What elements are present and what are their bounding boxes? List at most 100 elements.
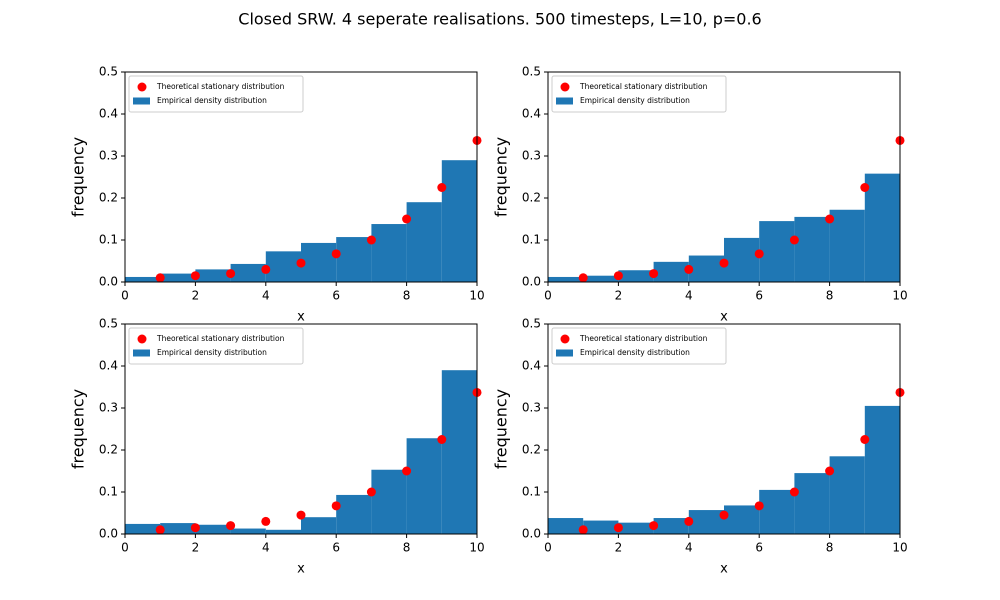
axes-frame: [124, 323, 478, 535]
scatter-point: [578, 273, 588, 283]
y-tick-label: 0.5: [99, 65, 118, 79]
histogram-bar: [195, 524, 231, 534]
legend-box: [128, 75, 304, 113]
histogram-bar: [688, 510, 724, 534]
histogram-bar: [829, 456, 865, 534]
legend-box: [551, 75, 727, 113]
histogram-bar: [230, 528, 266, 534]
y-tick-label: 0.1: [522, 233, 541, 247]
x-tick-label: 8: [826, 541, 834, 555]
histogram-bar: [618, 270, 654, 282]
scatter-point: [860, 435, 870, 444]
scatter-point: [366, 235, 376, 245]
scatter-point: [437, 435, 447, 444]
x-tick-label: 8: [403, 541, 411, 555]
x-tick-label: 4: [685, 289, 693, 303]
subplot: 0 2 4 6 8 10 0.0 0.1 0.2 0.3 0.4 0.5 x frequency Theor…: [492, 65, 908, 325]
histogram-bar: [125, 276, 161, 282]
x-tick-label: 6: [332, 541, 340, 555]
scatter-point: [402, 214, 412, 224]
x-tick-label: 0: [544, 289, 552, 303]
histogram-bar: [829, 209, 865, 282]
x-tick-label: 0: [544, 541, 552, 555]
histogram-bar: [301, 517, 337, 534]
y-tick-label: 0.0: [522, 275, 541, 289]
legend-label: Theoretical stationary distribution: [579, 334, 708, 343]
histogram-bar: [301, 242, 337, 282]
y-tick-label: 0.0: [522, 527, 541, 541]
histogram-bar: [336, 494, 372, 534]
scatter-point: [754, 501, 764, 511]
histogram-bar: [371, 224, 407, 282]
scatter-point: [261, 264, 271, 274]
scatter-point: [719, 510, 729, 520]
y-tick-label: 0.3: [99, 401, 118, 415]
legend-swatch: [133, 97, 150, 105]
histogram-bar: [548, 518, 584, 534]
x-tick-label: 6: [755, 541, 763, 555]
y-tick-label: 0.1: [99, 233, 118, 247]
histogram-bar: [406, 202, 442, 282]
scatter-point: [261, 516, 271, 526]
x-tick-label: 2: [615, 541, 623, 555]
histogram-bar: [230, 263, 266, 282]
histogram-bar: [794, 473, 830, 534]
histogram-bar: [441, 370, 477, 534]
y-axis-label: frequency: [492, 389, 511, 469]
y-tick-label: 0.3: [522, 149, 541, 163]
y-tick-label: 0.2: [522, 443, 541, 457]
x-tick-label: 4: [685, 541, 693, 555]
histogram-bar: [724, 237, 760, 282]
x-tick-label: 2: [615, 289, 623, 303]
legend-box: [551, 327, 727, 365]
y-tick-label: 0.4: [522, 107, 541, 121]
subplot: 0 2 4 6 8 10 0.0 0.1 0.2 0.3 0.4 0.5 x frequency Theor…: [492, 317, 908, 577]
y-tick-label: 0.3: [522, 401, 541, 415]
histogram-bar: [864, 173, 900, 282]
legend-box: [128, 327, 304, 365]
legend-label: Empirical density distribution: [157, 348, 267, 357]
histogram-bar: [265, 529, 301, 534]
scatter-point: [155, 273, 165, 283]
x-tick-label: 4: [262, 289, 270, 303]
scatter-point: [613, 271, 623, 281]
scatter-point: [578, 525, 588, 535]
histogram-bar: [653, 518, 689, 534]
scatter-point: [825, 214, 835, 224]
scatter-point: [155, 525, 165, 535]
legend-label: Theoretical stationary distribution: [156, 82, 285, 91]
x-axis-label: x: [720, 310, 728, 325]
axes-frame: [124, 71, 478, 283]
histogram-bar: [160, 273, 196, 282]
x-tick-label: 6: [755, 289, 763, 303]
y-tick-label: 0.2: [99, 443, 118, 457]
x-tick-label: 8: [403, 289, 411, 303]
histogram-bar: [724, 505, 760, 534]
x-tick-label: 4: [262, 541, 270, 555]
histogram-bar: [759, 489, 795, 534]
histogram-bar: [794, 216, 830, 282]
legend-swatch: [556, 97, 573, 105]
histogram-bar: [160, 523, 196, 534]
histogram-bar: [441, 160, 477, 282]
y-tick-label: 0.5: [522, 317, 541, 331]
subplot: 0 2 4 6 8 10 0.0 0.1 0.2 0.3 0.4 0.5 x frequency Theor…: [69, 65, 485, 325]
scatter-point: [684, 264, 694, 274]
y-tick-label: 0.1: [99, 485, 118, 499]
scatter-point: [860, 183, 870, 192]
histogram-bar: [583, 520, 619, 534]
scatter-point: [649, 521, 659, 531]
histogram-bar: [653, 261, 689, 282]
legend-marker: [137, 334, 147, 344]
x-axis-label: x: [297, 562, 305, 577]
scatter-point: [649, 269, 659, 279]
histogram-bar: [583, 275, 619, 282]
y-axis-label: frequency: [492, 137, 511, 217]
y-tick-label: 0.5: [99, 317, 118, 331]
y-tick-label: 0.2: [522, 191, 541, 205]
scatter-point: [719, 258, 729, 268]
scatter-point: [613, 523, 623, 533]
scatter-point: [296, 258, 306, 268]
histogram-bar: [688, 255, 724, 282]
x-tick-label: 2: [192, 541, 200, 555]
